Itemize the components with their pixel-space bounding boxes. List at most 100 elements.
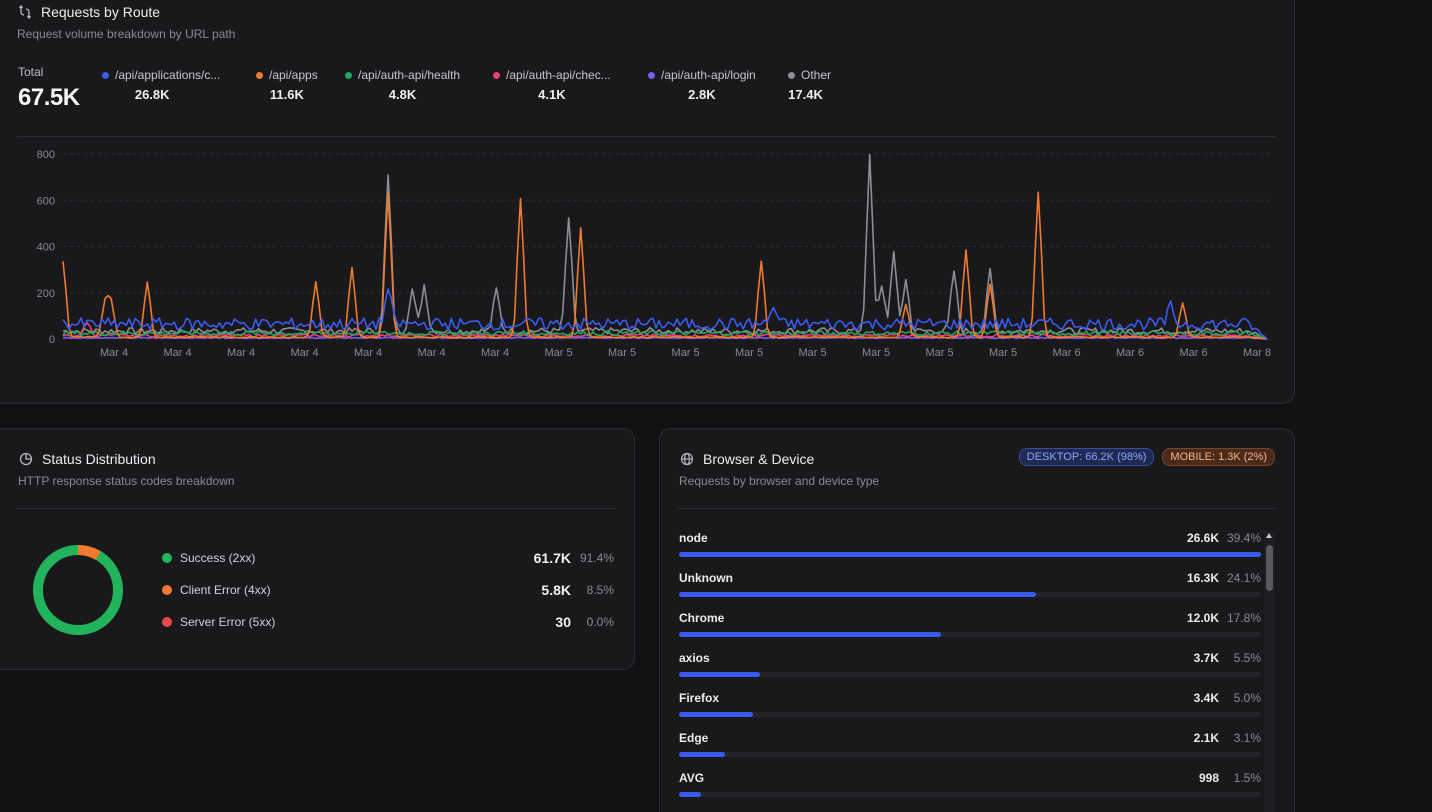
mobile-badge: MOBILE: 1.3K (2%): [1162, 448, 1275, 466]
x-tick-label: Mar 5: [544, 347, 572, 359]
browser-name: Unknown: [679, 571, 733, 585]
bar-track: [679, 792, 1261, 797]
x-tick-label: Mar 6: [1116, 347, 1144, 359]
browser-pct: 39.4%: [1226, 531, 1261, 545]
list-item: Edge 2.1K 3.1%: [679, 731, 1261, 771]
series-line: [62, 191, 1268, 340]
browser-list: node 26.6K 39.4% Unknown 16.3K 24.1% Chr…: [679, 531, 1261, 811]
status-row-server-error: Server Error (5xx) 30 0.0%: [162, 612, 614, 632]
status-dot: [162, 553, 172, 563]
x-tick-label: Mar 4: [481, 347, 509, 359]
list-item: axios 3.7K 5.5%: [679, 651, 1261, 691]
browser-name: axios: [679, 651, 710, 665]
total-summary: Total 67.5K: [18, 65, 80, 112]
bar-track: [679, 592, 1261, 597]
status-value: 30: [555, 614, 571, 630]
browser-pct: 5.0%: [1233, 691, 1261, 705]
scroll-up-arrow[interactable]: [1266, 533, 1272, 538]
list-item: Firefox 3.4K 5.0%: [679, 691, 1261, 731]
x-tick-label: Mar 4: [163, 347, 191, 359]
total-value: 67.5K: [18, 84, 80, 111]
divider: [17, 136, 1275, 137]
x-tick-label: Mar 4: [290, 347, 318, 359]
status-donut-chart[interactable]: [32, 544, 124, 636]
card-title: Requests by Route: [41, 4, 161, 20]
status-value: 5.8K: [541, 582, 571, 598]
legend-value: 26.8K: [134, 87, 170, 102]
list-item: node 26.6K 39.4%: [679, 531, 1261, 571]
legend-value: 2.8K: [688, 87, 716, 102]
total-label: Total: [18, 65, 44, 79]
bar-fill: [679, 792, 701, 797]
status-value: 61.7K: [533, 550, 571, 566]
legend-item[interactable]: /api/applications/c... 26.8K: [102, 68, 220, 102]
legend-value: 4.8K: [388, 87, 417, 102]
browser-name: Firefox: [679, 691, 720, 705]
browser-name: node: [679, 531, 708, 545]
browser-value: 26.6K: [1186, 531, 1219, 545]
legend-label: /api/apps: [269, 68, 318, 82]
browser-device-card: Browser & Device Requests by browser and…: [659, 428, 1295, 812]
scroll-thumb[interactable]: [1266, 545, 1273, 591]
legend-label: Other: [801, 68, 832, 82]
legend-label: /api/auth-api/login: [661, 68, 756, 82]
x-tick-label: Mar 4: [417, 347, 445, 359]
status-row-success: Success (2xx) 61.7K 91.4%: [162, 548, 614, 568]
legend-item[interactable]: /api/auth-api/login 2.8K: [648, 68, 756, 102]
browser-name: Chrome: [679, 611, 725, 625]
x-tick-label: Mar 6: [1052, 347, 1080, 359]
donut-ring-success: [33, 545, 123, 635]
legend-item[interactable]: /api/apps 11.6K: [256, 68, 318, 102]
card-title: Status Distribution: [42, 451, 156, 467]
browser-value: 16.3K: [1186, 571, 1219, 585]
bar-fill: [679, 672, 760, 677]
bar-track: [679, 712, 1261, 717]
bar-fill: [679, 632, 942, 637]
status-dot: [162, 617, 172, 627]
list-item: Unknown 16.3K 24.1%: [679, 571, 1261, 611]
desktop-badge: DESKTOP: 66.2K (98%): [1018, 448, 1155, 466]
divider: [17, 508, 615, 509]
y-tick-label: 600: [37, 195, 55, 207]
browser-value: 12.0K: [1186, 611, 1219, 625]
legend-dot: [102, 71, 109, 79]
status-pct: 91.4%: [579, 551, 614, 565]
browser-pct: 1.5%: [1233, 771, 1261, 785]
status-row-client-error: Client Error (4xx) 5.8K 8.5%: [162, 580, 614, 600]
legend-dot: [256, 71, 263, 79]
pie-chart-icon: [18, 451, 34, 467]
legend-label: /api/applications/c...: [115, 68, 221, 82]
legend-item[interactable]: /api/auth-api/chec... 4.1K: [493, 68, 611, 102]
legend-label: /api/auth-api/chec...: [506, 68, 611, 82]
x-tick-label: Mar 5: [608, 347, 636, 359]
legend-dot: [788, 71, 795, 79]
bar-track: [679, 632, 1261, 637]
list-item: AVG 998 1.5%: [679, 771, 1261, 811]
scrollbar[interactable]: [1264, 531, 1275, 812]
bar-fill: [679, 552, 1261, 557]
bar-track: [679, 552, 1261, 557]
divider: [678, 508, 1276, 509]
donut-slice-client-error: [77, 545, 101, 560]
browser-pct: 5.5%: [1233, 651, 1261, 665]
y-tick-label: 0: [49, 334, 55, 346]
legend-value: 11.6K: [269, 87, 304, 102]
browser-pct: 17.8%: [1226, 611, 1261, 625]
status-label: Client Error (4xx): [180, 583, 271, 597]
y-tick-label: 800: [37, 149, 55, 161]
browser-pct: 3.1%: [1233, 731, 1261, 745]
legend-dot: [648, 71, 655, 79]
browser-value: 2.1K: [1193, 731, 1219, 745]
legend-value: 17.4K: [788, 87, 823, 102]
status-label: Server Error (5xx): [180, 615, 276, 629]
card-subtitle: Request volume breakdown by URL path: [17, 27, 236, 41]
legend-item[interactable]: /api/auth-api/health 4.8K: [345, 68, 460, 102]
status-pct: 0.0%: [586, 615, 614, 629]
card-subtitle: HTTP response status codes breakdown: [18, 474, 235, 488]
bar-track: [679, 672, 1261, 677]
browser-value: 3.4K: [1193, 691, 1219, 705]
legend-item[interactable]: Other 17.4K: [788, 68, 831, 102]
x-tick-label: Mar 5: [925, 347, 953, 359]
route-line-chart[interactable]: 0 200 400 600 800 Mar 4 Mar 4 Mar 4 Mar 4 Mar 4 Ma…: [0, 136, 1293, 376]
legend-dot: [345, 71, 352, 79]
